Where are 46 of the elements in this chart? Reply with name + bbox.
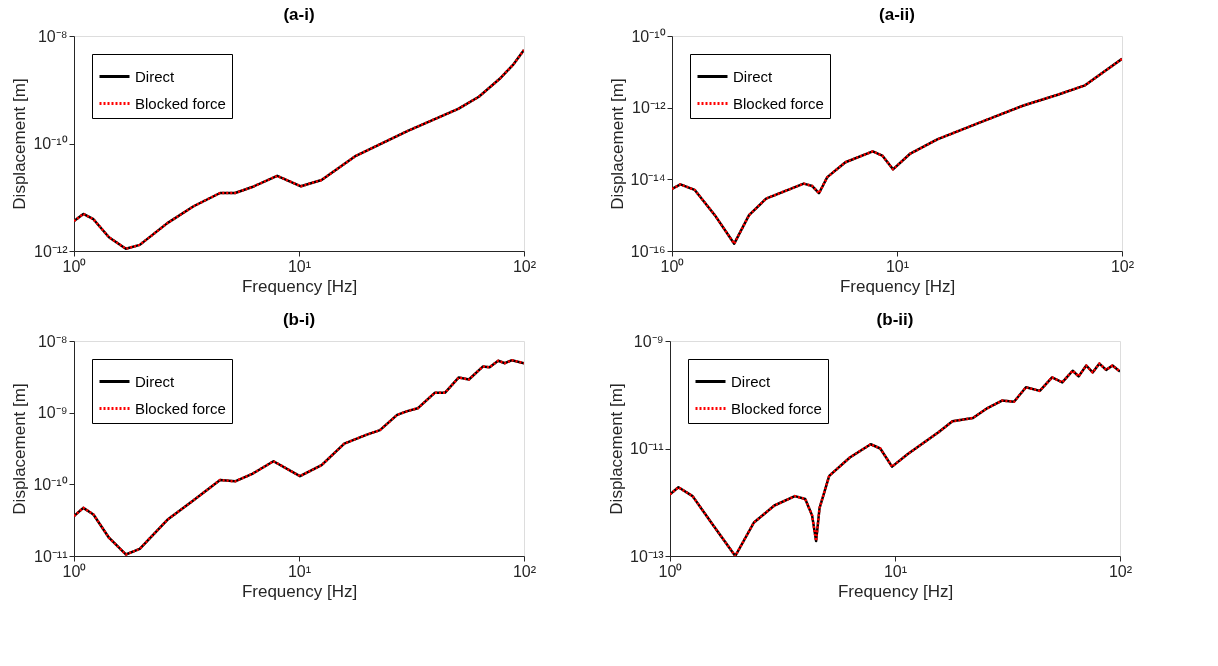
y-tick-label: 10⁻¹⁶ bbox=[630, 242, 666, 260]
legend-label: Direct bbox=[733, 67, 773, 85]
legend-label: Direct bbox=[135, 372, 175, 390]
y-tick-label: 10⁻⁸ bbox=[37, 332, 68, 350]
y-axis-title: Displacement [m] bbox=[607, 78, 627, 210]
legend-label: Blocked force bbox=[135, 399, 226, 417]
y-tick-label: 10⁻¹¹ bbox=[630, 440, 664, 457]
x-tick-label: 10² bbox=[1110, 257, 1135, 275]
y-axis-title: Displacement [m] bbox=[10, 383, 30, 515]
y-tick-label: 10⁻¹⁰ bbox=[33, 135, 68, 152]
chart-title: (a-i) bbox=[283, 5, 315, 24]
y-tick-label: 10⁻¹² bbox=[632, 99, 667, 117]
x-tick-label: 10² bbox=[512, 257, 537, 275]
x-axis-title: Frequency [Hz] bbox=[839, 276, 956, 296]
y-axis-title: Displacement [m] bbox=[10, 78, 30, 210]
legend-label: Blocked force bbox=[731, 399, 822, 417]
x-axis-title: Frequency [Hz] bbox=[241, 581, 358, 601]
x-axis-title: Frequency [Hz] bbox=[241, 276, 358, 296]
legend-label: Direct bbox=[731, 372, 771, 390]
y-tick-label: 10⁻⁸ bbox=[37, 27, 68, 45]
x-tick-label: 10² bbox=[512, 562, 537, 580]
x-tick-label: 10⁰ bbox=[660, 257, 685, 275]
y-tick-label: 10⁻¹³ bbox=[630, 547, 665, 565]
y-tick-label: 10⁻¹⁰ bbox=[631, 27, 666, 45]
x-tick-label: 10¹ bbox=[287, 257, 312, 275]
y-tick-label: 10⁻⁹ bbox=[37, 404, 68, 422]
x-tick-label: 10⁰ bbox=[62, 257, 87, 275]
legend-label: Blocked force bbox=[733, 94, 824, 112]
x-tick-label: 10² bbox=[1108, 562, 1133, 580]
y-tick-label: 10⁻¹¹ bbox=[34, 547, 68, 565]
y-tick-label: 10⁻¹⁴ bbox=[630, 170, 666, 188]
y-axis-title: Displacement [m] bbox=[607, 383, 627, 515]
y-tick-label: 10⁻¹² bbox=[34, 242, 69, 260]
x-tick-label: 10⁰ bbox=[658, 562, 683, 580]
x-tick-label: 10¹ bbox=[885, 257, 910, 275]
x-tick-label: 10⁰ bbox=[62, 562, 87, 580]
chart-title: (b-ii) bbox=[876, 310, 914, 329]
chart-title: (b-i) bbox=[282, 310, 316, 329]
legend-label: Blocked force bbox=[135, 94, 226, 112]
y-tick-label: 10⁻⁹ bbox=[633, 332, 664, 350]
x-tick-label: 10¹ bbox=[287, 562, 312, 580]
chart-title: (a-ii) bbox=[879, 5, 915, 24]
legend-label: Direct bbox=[135, 67, 175, 85]
y-tick-label: 10⁻¹⁰ bbox=[33, 475, 68, 493]
x-tick-label: 10¹ bbox=[883, 562, 908, 580]
x-axis-title: Frequency [Hz] bbox=[837, 581, 954, 601]
